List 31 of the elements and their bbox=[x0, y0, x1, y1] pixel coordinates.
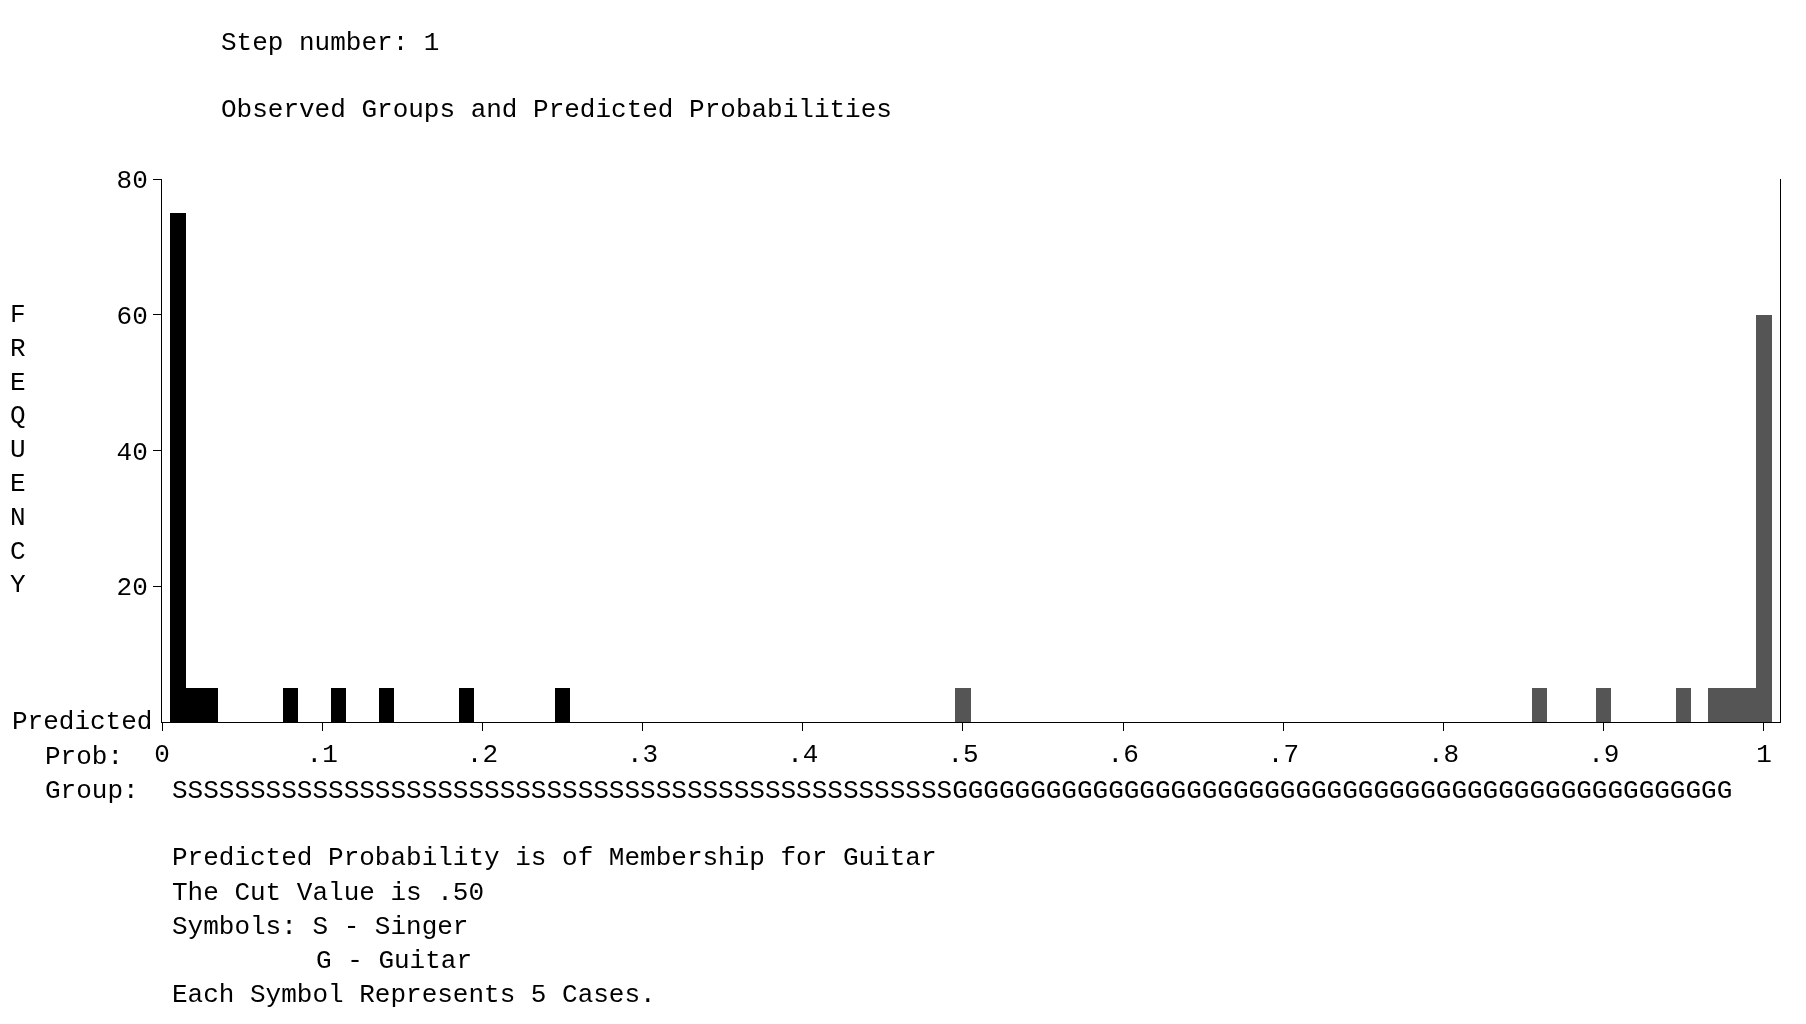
x-tick-label: .7 bbox=[1267, 740, 1299, 771]
x-tick-label: 0 bbox=[154, 740, 170, 771]
text: SSSSSSSSSSSSSSSSSSSSSSSSSSSSSSSSSSSSSSSSSSSSSSSSSSGGGGGGGGGGGGGGGGGGGGGGGGGGGGGGGGGGGGGGGGGGGGGGGGGG bbox=[172, 776, 1733, 806]
text: G - Guitar bbox=[316, 946, 473, 976]
x-tick-label: .2 bbox=[466, 740, 499, 771]
text: Symbols: S - Singer bbox=[172, 912, 469, 942]
text: The Cut Value is .50 bbox=[172, 878, 485, 908]
bar bbox=[955, 688, 971, 722]
bar bbox=[1596, 688, 1611, 722]
y-tick-label: 40 bbox=[116, 437, 148, 468]
x-tick-label: .1 bbox=[306, 740, 338, 771]
text: Predicted bbox=[12, 707, 153, 737]
x-tick-label: .6 bbox=[1107, 740, 1139, 771]
x-tick-label: .3 bbox=[626, 740, 659, 771]
text: Predicted Probability is of Membership for Guitar bbox=[172, 843, 937, 873]
chart-title: Observed Groups and Predicted Probabilities bbox=[221, 95, 892, 125]
x-tick-label: .4 bbox=[787, 740, 819, 771]
text: Each Symbol Represents 5 Cases. bbox=[172, 980, 656, 1010]
chart-subtitle: Step number: 1 bbox=[221, 28, 440, 58]
x-tick-label: .8 bbox=[1427, 740, 1460, 771]
y-tick-label: 20 bbox=[116, 573, 148, 604]
x-tick-label: 1 bbox=[1756, 740, 1772, 771]
y-tick-label: 60 bbox=[116, 301, 148, 332]
bar bbox=[1532, 688, 1547, 722]
x-tick-label: .5 bbox=[947, 740, 979, 771]
text: Group: bbox=[45, 776, 139, 806]
text: Prob: bbox=[45, 742, 124, 772]
x-tick-label: .9 bbox=[1588, 740, 1620, 771]
y-tick-label: 80 bbox=[116, 166, 148, 197]
text: FREQUENCY bbox=[10, 300, 26, 601]
bar bbox=[1676, 688, 1691, 722]
